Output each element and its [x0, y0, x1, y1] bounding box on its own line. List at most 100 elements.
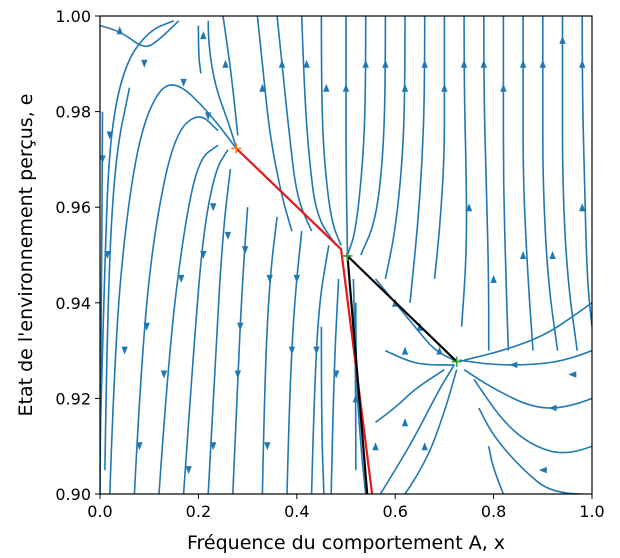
streamline [379, 364, 455, 494]
streamline [320, 16, 342, 246]
stream-arrow [519, 59, 527, 68]
stream-arrow [303, 59, 310, 68]
streamline [207, 168, 232, 494]
streamline [197, 25, 202, 74]
stream-arrow [100, 155, 106, 164]
y-axis-ticks: 0.90 0.92 0.94 0.96 0.98 1.00 [55, 7, 100, 504]
stream-arrow [204, 112, 212, 121]
stream-arrow [185, 466, 192, 475]
streamline [463, 369, 592, 409]
stream-arrow [323, 83, 330, 92]
stream-arrow [480, 59, 487, 68]
stream-arrow [121, 346, 128, 355]
streamline [409, 16, 426, 303]
stream-arrow [333, 370, 340, 379]
stream-arrow [568, 371, 577, 378]
stream-arrow [352, 394, 359, 403]
y-axis-label: Etat de l'environnement perçus, e [15, 94, 37, 417]
stream-arrow [209, 442, 217, 451]
stream-arrow [180, 78, 187, 87]
equilibrium-marker [231, 143, 242, 154]
streamline [158, 144, 219, 494]
stream-arrow [143, 322, 150, 331]
stream-arrow [500, 83, 507, 92]
x-tick-label: 1.0 [579, 502, 604, 521]
stream-arrow [519, 251, 527, 259]
x-axis-label: Fréquence du comportement A, x [187, 532, 505, 554]
stream-arrow [509, 361, 518, 369]
streamline [433, 16, 446, 279]
stream-arrow [539, 59, 546, 68]
stream-arrow [559, 35, 566, 44]
trajectory-line [235, 147, 374, 494]
streamline [182, 149, 229, 494]
streamline [404, 369, 458, 494]
streamline [360, 16, 387, 256]
stream-arrow [177, 274, 185, 283]
equilibrium-marker [451, 356, 462, 367]
plot-frame [99, 15, 593, 495]
stream-arrow [104, 251, 111, 259]
streamline [320, 326, 325, 494]
streamline [256, 16, 293, 232]
stream-arrow [490, 274, 497, 283]
stream-arrow [234, 370, 242, 379]
streamline [300, 16, 337, 246]
stream-arrow [313, 346, 320, 355]
streamline [502, 16, 510, 351]
y-tick-label: 0.98 [55, 103, 91, 122]
streamline [463, 302, 592, 361]
streamline [473, 378, 592, 454]
x-tick-label: 0.0 [87, 502, 112, 521]
stream-arrow [116, 26, 123, 35]
stream-arrow [362, 59, 369, 68]
streamline [375, 369, 445, 423]
streamline [459, 349, 592, 366]
stream-arrow [421, 59, 428, 68]
streamline [385, 349, 455, 366]
x-tick-label: 0.2 [186, 502, 211, 521]
stream-arrow [579, 203, 586, 212]
stream-arrow [106, 131, 114, 140]
streamlines [100, 16, 592, 494]
streamline [100, 20, 180, 48]
streamline [355, 302, 367, 494]
stream-arrow [548, 404, 557, 412]
streamline [207, 20, 238, 148]
streamline [384, 16, 406, 280]
stream-arrow [401, 346, 409, 355]
stream-arrow [441, 83, 448, 92]
stream-arrow [200, 31, 207, 40]
y-tick-label: 0.96 [55, 198, 91, 217]
stream-arrow [421, 442, 428, 451]
x-axis-ticks: 0.0 0.2 0.4 0.6 0.8 1.0 [87, 494, 605, 521]
stream-arrow [401, 83, 409, 92]
y-tick-label: 1.00 [55, 7, 91, 26]
streamline [541, 16, 559, 351]
stream-arrow [465, 203, 473, 212]
streamline [345, 16, 349, 256]
streamline [100, 20, 175, 447]
stream-arrow [549, 251, 556, 259]
streamline [581, 16, 592, 327]
streamline [330, 278, 340, 494]
stream-arrow [241, 246, 249, 255]
equilibrium-markers [231, 143, 462, 367]
streamline [133, 116, 219, 494]
streamline [222, 16, 239, 136]
stream-arrow [460, 59, 468, 68]
stream-arrow [209, 203, 217, 212]
stream-arrow [401, 418, 409, 427]
streamline [286, 231, 303, 494]
stream-arrow [382, 59, 389, 68]
equilibrium-marker [342, 250, 353, 261]
stream-arrows [100, 26, 586, 475]
y-tick-label: 0.94 [55, 294, 91, 313]
stream-arrow [141, 59, 148, 68]
streamline [346, 16, 367, 256]
stream-arrow [160, 370, 168, 379]
streamline [478, 407, 583, 494]
x-tick-label: 0.6 [382, 502, 407, 521]
streamline [460, 16, 468, 327]
streamline [310, 245, 330, 494]
